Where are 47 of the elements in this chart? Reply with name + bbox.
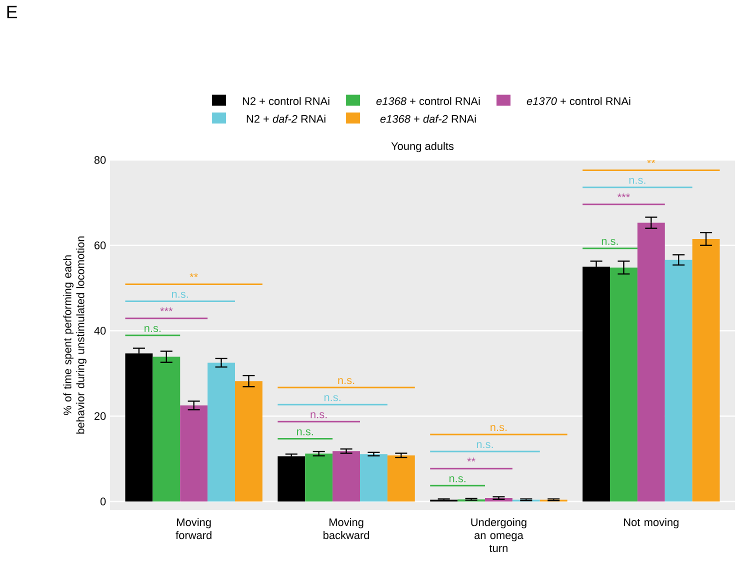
bar <box>152 356 180 502</box>
bar <box>360 454 388 502</box>
annotation: n.s. <box>310 412 327 418</box>
y-tick-label: 40 <box>94 326 106 335</box>
annotation: n.s. <box>629 178 646 184</box>
chart-title: Young adults <box>391 142 454 152</box>
y-tick-label: 60 <box>94 242 106 250</box>
text: E <box>7 6 18 18</box>
bar <box>305 454 333 502</box>
annotation: n.s. <box>602 238 618 245</box>
bar <box>637 222 665 502</box>
bar <box>125 353 153 502</box>
bar <box>235 381 262 502</box>
bar <box>664 260 692 502</box>
annotation: ** <box>467 458 476 462</box>
annotation: n.s. <box>490 425 507 432</box>
bar <box>692 238 720 502</box>
annotation: *** <box>618 193 630 198</box>
bar <box>180 405 208 502</box>
legend-label: N2 + daf-2 RNAi <box>246 114 326 123</box>
x-tick-label: Moving backward <box>324 518 370 540</box>
legend-label: e1368 + control RNAi <box>376 96 480 105</box>
bar <box>387 455 415 502</box>
annotation: ** <box>190 273 198 278</box>
y-axis-title: % of time spent performing each behavior during unstimulated locomotion <box>63 236 86 434</box>
annotation: *** <box>160 307 173 312</box>
bar <box>332 451 360 502</box>
x-tick-label: Undergoing an omega turn <box>471 518 526 552</box>
legend-label: N2 + control RNAi <box>242 96 330 105</box>
legend-label: e1370 + control RNAi <box>526 96 630 105</box>
legend-label: e1368 + daf-2 RNAi <box>380 114 476 123</box>
annotation: n.s. <box>144 326 161 332</box>
bar <box>208 362 235 502</box>
annotation: n.s. <box>172 292 188 298</box>
bar <box>278 456 306 502</box>
bar <box>582 266 610 502</box>
y-tick-label: 0 <box>100 498 106 506</box>
x-tick-label: Moving forward <box>176 518 212 540</box>
annotation: n.s. <box>449 476 466 482</box>
annotation: n.s. <box>338 378 354 384</box>
annotation: n.s. <box>324 395 340 402</box>
x-tick-label: Not moving <box>624 518 678 528</box>
y-tick-label: 20 <box>94 412 106 420</box>
bar <box>610 268 638 502</box>
annotation: n.s. <box>476 442 493 448</box>
annotation: n.s. <box>297 429 313 436</box>
y-tick-label: 80 <box>94 156 106 164</box>
